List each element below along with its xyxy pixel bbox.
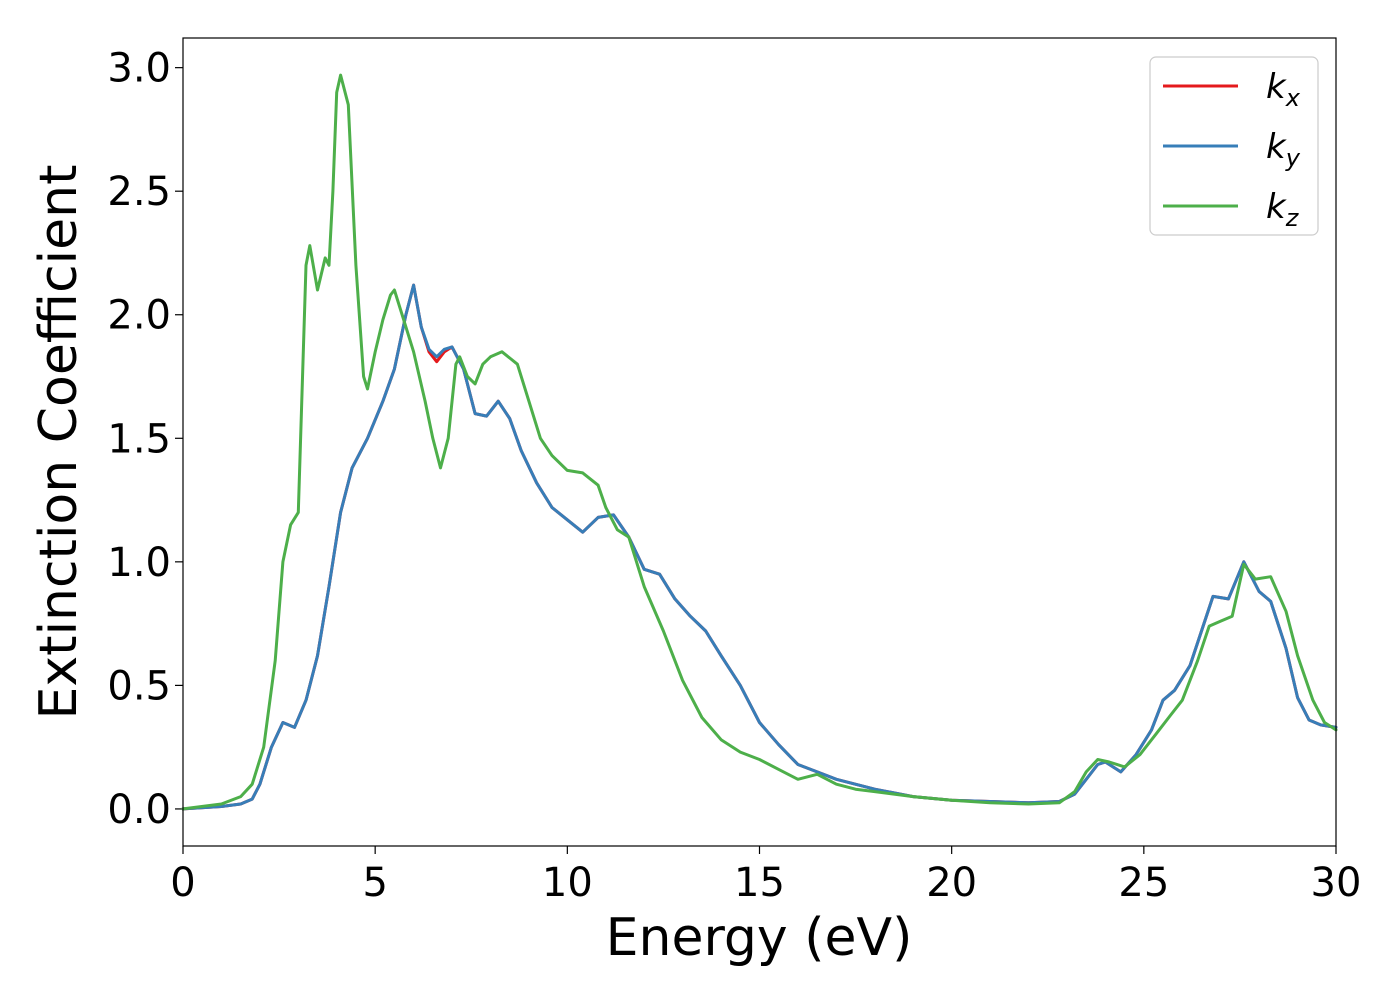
x-tick-label: 0 — [170, 860, 195, 906]
y-tick-label: 0.5 — [107, 663, 171, 709]
y-axis-label: Extinction Coefficient — [29, 165, 89, 720]
legend-label-kz: kz — [1266, 187, 1300, 232]
legend-label-ky: ky — [1266, 127, 1301, 172]
axis-ticks: 0 5 10 15 20 25 30 0.0 0.5 1.0 1.5 2.0 2.5 3.0 — [107, 46, 1361, 906]
x-tick-label: 20 — [926, 860, 977, 906]
y-tick-label: 1.0 — [107, 540, 171, 586]
x-tick-label: 5 — [362, 860, 387, 906]
y-tick-label: 2.0 — [107, 293, 171, 339]
y-tick-label: 0.0 — [107, 787, 171, 833]
series-layer — [181, 73, 1338, 811]
series-line-kz — [181, 73, 1338, 811]
x-tick-label: 25 — [1118, 860, 1169, 906]
series-line-kx — [181, 283, 1338, 811]
y-tick-label: 1.5 — [107, 416, 171, 462]
x-tick-label: 10 — [542, 860, 593, 906]
plot-frame — [182, 37, 1337, 847]
x-tick-label: 30 — [1311, 860, 1362, 906]
legend: kx ky kz — [1149, 56, 1319, 236]
series-line-ky — [181, 283, 1338, 811]
y-tick-label: 2.5 — [107, 169, 171, 215]
legend-label-kx: kx — [1266, 67, 1301, 112]
y-tick-label: 3.0 — [107, 46, 171, 92]
x-axis-label: Energy (eV) — [606, 908, 913, 968]
x-tick-label: 15 — [734, 860, 785, 906]
